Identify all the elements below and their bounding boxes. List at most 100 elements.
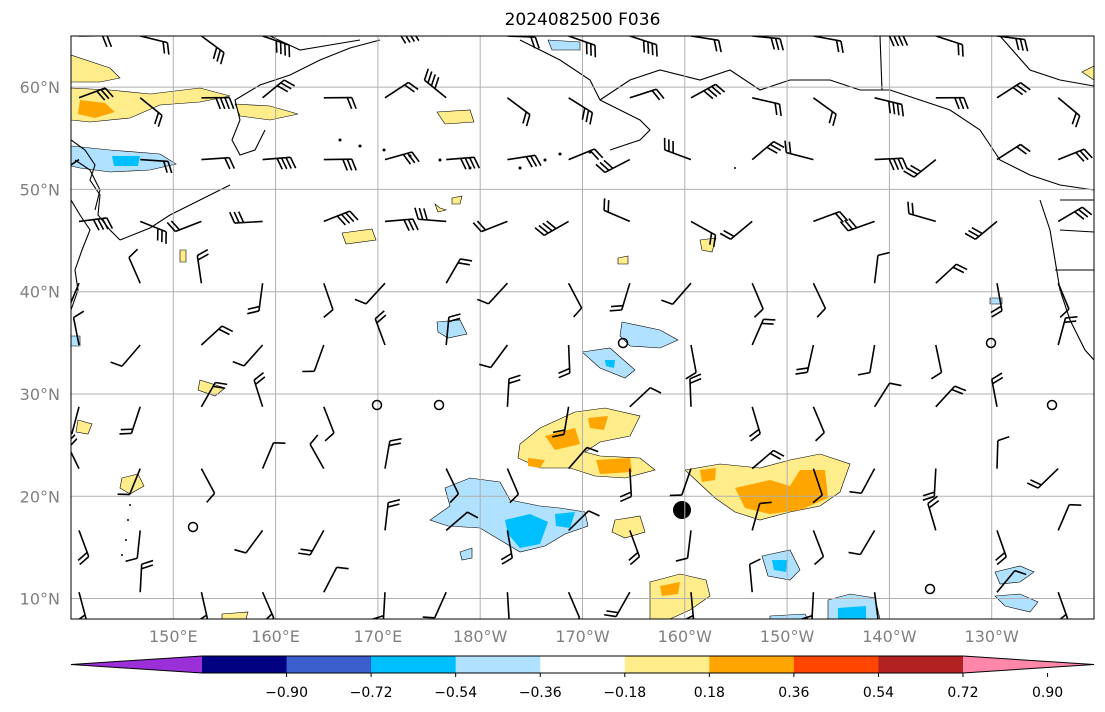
wind-barb	[472, 220, 508, 233]
wind-barb	[964, 220, 998, 240]
wind-barb	[922, 468, 937, 501]
wind-barb	[990, 283, 1003, 318]
wind-barb	[685, 344, 697, 380]
wind-barb	[996, 143, 1031, 161]
wind-barb	[119, 406, 141, 435]
wind-barb	[78, 217, 114, 231]
wind-barb	[857, 344, 876, 376]
longitude-label: 160°E	[251, 627, 300, 646]
wind-barb	[813, 210, 849, 223]
wind-barb	[996, 36, 1029, 52]
wind-barb	[354, 282, 386, 305]
wind-barb	[567, 591, 581, 619]
wind-barb	[323, 566, 349, 593]
wind-barb	[117, 468, 141, 496]
map-frame	[70, 35, 1095, 620]
colorbar-tick-label: −0.54	[434, 685, 477, 701]
wind-barb	[323, 282, 334, 318]
latitude-label: 30°N	[20, 385, 60, 404]
wind-barb	[71, 406, 80, 435]
graticule	[71, 36, 1094, 619]
wind-barb	[669, 468, 692, 497]
wind-barb	[200, 381, 228, 408]
colorbar-tick-label: −0.18	[603, 685, 646, 701]
wind-barb	[298, 530, 325, 556]
longitude-label: 130°W	[965, 627, 1020, 646]
wind-barb	[990, 372, 1004, 407]
wind-barb	[199, 592, 209, 619]
colorbar-segment	[540, 656, 626, 673]
map-title: 2024082500 F036	[504, 10, 661, 30]
wind-barb	[661, 282, 692, 306]
latitude-label: 20°N	[20, 487, 60, 506]
wind-barb	[663, 137, 692, 161]
wind-barb	[813, 36, 844, 54]
wind-barb	[1057, 282, 1070, 318]
wind-barb	[995, 530, 1008, 566]
longitude-label: 150°W	[760, 627, 815, 646]
wind-barb	[552, 406, 570, 438]
colorbar-segment	[878, 656, 964, 673]
wind-barb	[446, 156, 480, 170]
wind-barb	[477, 282, 508, 305]
wind-barb	[228, 211, 263, 224]
wind-barb	[930, 344, 943, 380]
wind-barb	[506, 468, 520, 504]
wind-barb	[684, 592, 695, 619]
wind-barb	[604, 591, 631, 618]
wind-barb	[384, 151, 420, 165]
wind-barb	[125, 530, 141, 563]
wind-barb	[262, 36, 291, 58]
wind-barb	[234, 529, 264, 554]
wind-barb	[874, 36, 909, 47]
wind-barb	[935, 96, 969, 110]
wind-barb	[595, 158, 631, 174]
colorbar-segment	[709, 656, 795, 673]
wind-barb	[302, 344, 325, 373]
colorbar-tick-label: −0.90	[265, 685, 308, 701]
wind-barb	[534, 220, 569, 237]
wind-barb	[384, 437, 402, 469]
longitude-label: 150°E	[149, 627, 198, 646]
colorbar-tick-label: 0.72	[947, 685, 978, 701]
wind-barb	[445, 468, 460, 504]
colorbar-min-extension	[71, 656, 202, 673]
wind-barb	[812, 406, 826, 442]
wind-barb	[77, 591, 87, 619]
wind-barb	[507, 154, 542, 168]
wind-barb	[935, 263, 968, 284]
wind-barb	[262, 79, 296, 99]
wind-barb	[261, 591, 275, 619]
wind-barb	[110, 344, 141, 367]
wind-barb	[603, 198, 631, 223]
wind-barb	[384, 218, 419, 231]
wind-barb	[201, 96, 235, 110]
colorbar-segment	[202, 656, 288, 673]
colorbar	[70, 655, 1095, 674]
wind-barb	[927, 495, 940, 531]
wind-barb	[374, 310, 387, 346]
wind-barb	[200, 36, 225, 65]
longitude-label: 170°W	[555, 627, 610, 646]
colorbar-segment	[624, 656, 710, 673]
positive-anomaly-regions	[71, 54, 1094, 619]
wind-barb	[1057, 591, 1069, 619]
wind-barb	[873, 382, 902, 408]
wind-barb	[384, 498, 401, 531]
wind-barb	[752, 97, 782, 117]
wind-barb	[903, 158, 937, 178]
longitude-labels: 150°E 160°E 170°E 180°W 170°W 160°W 150°W 140°W…	[149, 627, 1019, 646]
wind-barb	[849, 468, 876, 495]
wind-barb	[751, 318, 776, 346]
wind-barb	[812, 97, 837, 127]
wind-barb	[812, 282, 827, 318]
wind-barb	[609, 282, 631, 312]
wind-barb	[506, 592, 510, 619]
wind-barbs	[71, 36, 1093, 619]
wind-barb	[262, 156, 297, 170]
calm-markers	[187, 337, 1058, 595]
wind-barb	[873, 251, 890, 284]
longitude-label: 140°W	[862, 627, 917, 646]
wind-barb	[629, 36, 658, 57]
